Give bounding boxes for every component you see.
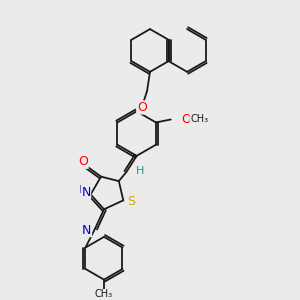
Text: N: N bbox=[81, 186, 91, 199]
Text: O: O bbox=[137, 101, 147, 114]
Text: O: O bbox=[181, 113, 191, 126]
Text: N: N bbox=[82, 224, 92, 237]
Text: O: O bbox=[78, 155, 88, 168]
Text: H: H bbox=[79, 185, 87, 195]
Text: H: H bbox=[135, 166, 144, 176]
Text: CH₃: CH₃ bbox=[95, 290, 113, 299]
Text: S: S bbox=[127, 195, 135, 208]
Text: CH₃: CH₃ bbox=[190, 115, 208, 124]
